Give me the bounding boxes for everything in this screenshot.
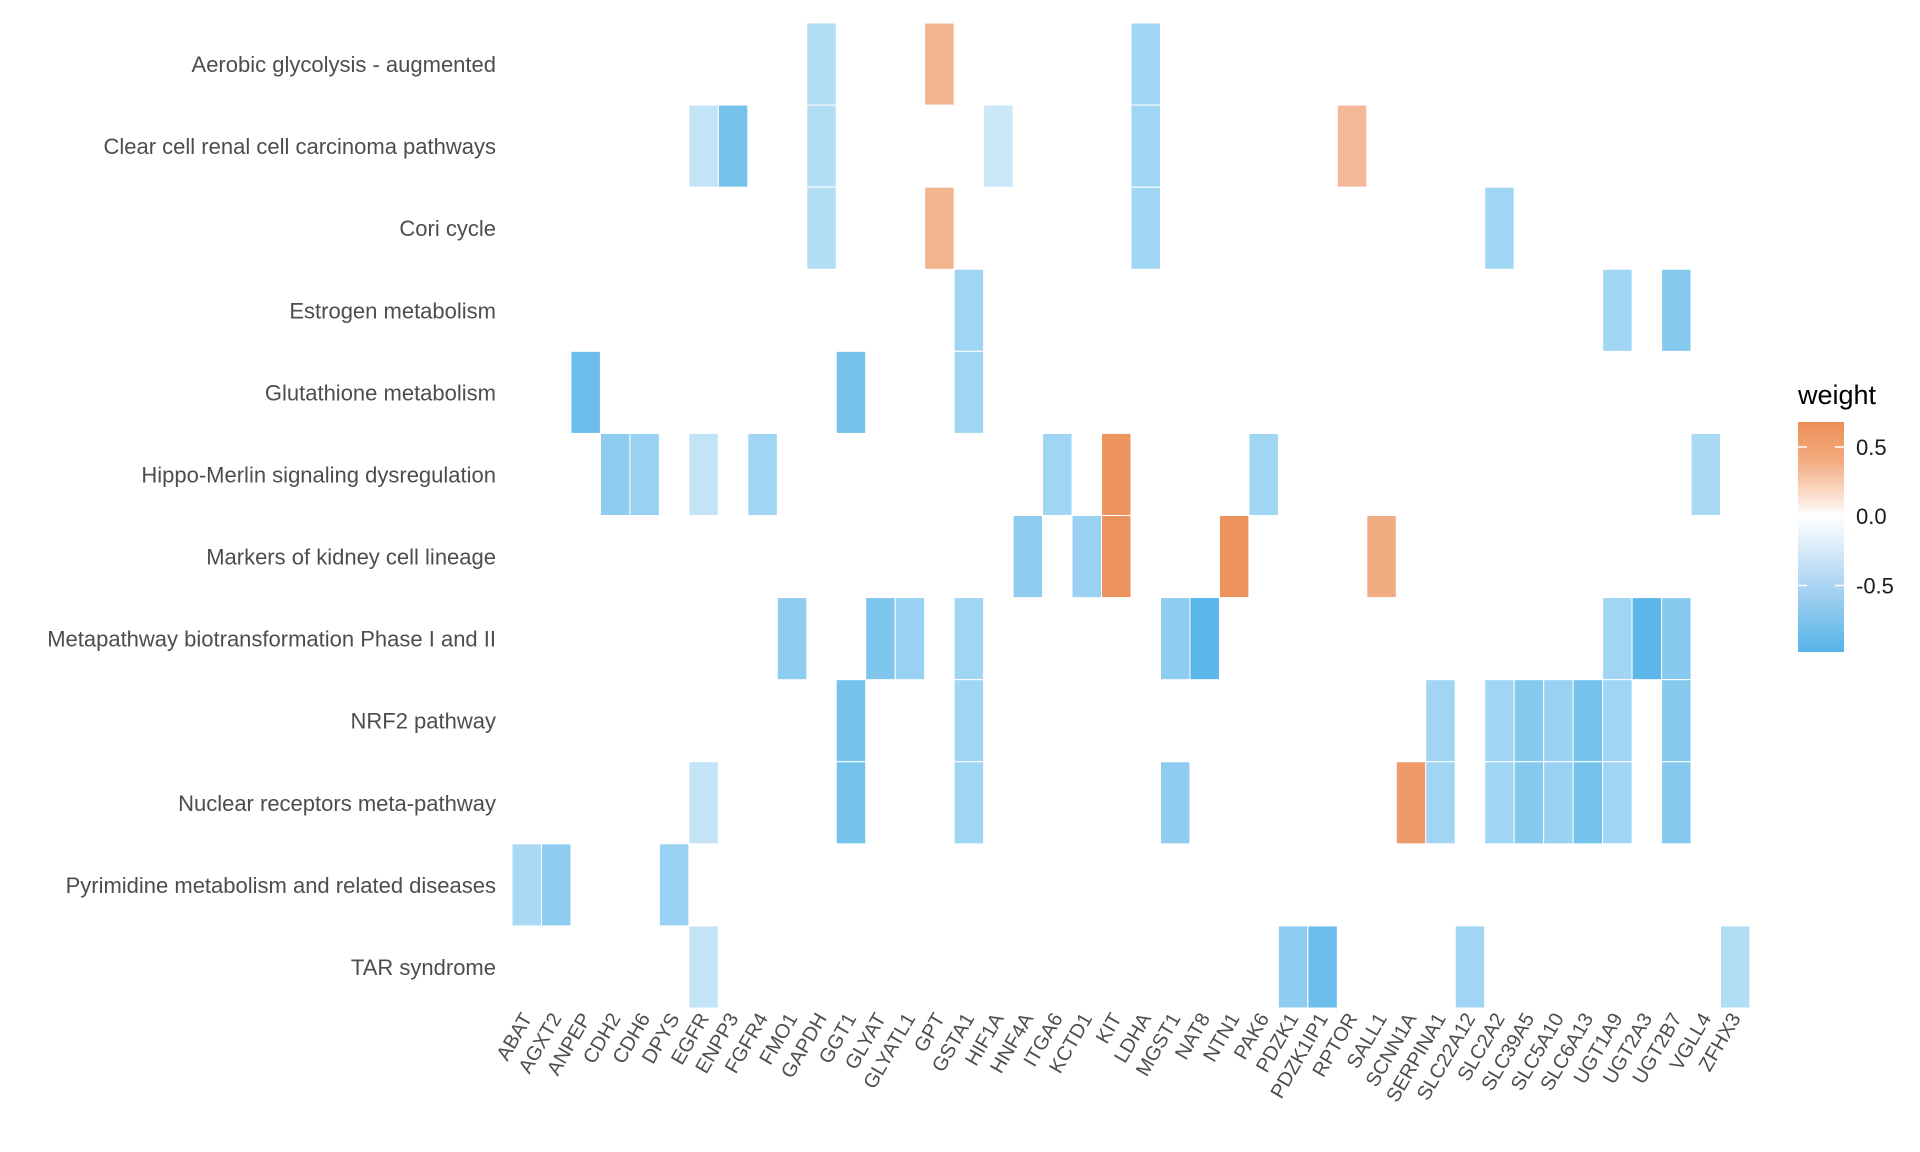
heatmap-cell	[1248, 432, 1279, 516]
y-tick-label: Markers of kidney cell lineage	[206, 545, 496, 570]
heatmap-cell	[1277, 925, 1309, 1009]
heatmap-cell	[1484, 186, 1515, 270]
legend-tick-label: -0.5	[1856, 573, 1894, 598]
heatmap-cell	[1484, 761, 1515, 845]
heatmap-cell	[1336, 104, 1368, 188]
y-tick-label: Hippo-Merlin signaling dysregulation	[141, 462, 496, 487]
y-tick-label: Nuclear receptors meta-pathway	[178, 791, 496, 816]
heatmap-cell	[570, 350, 601, 434]
heatmap-cell	[1425, 679, 1456, 763]
heatmap-cell	[1307, 925, 1338, 1009]
heatmap-cell	[1602, 268, 1633, 352]
heatmap-cell	[924, 186, 955, 270]
heatmap-cell	[835, 761, 867, 845]
heatmap-cell	[1130, 22, 1161, 106]
heatmap-cell	[1366, 515, 1397, 599]
heatmap-cell	[894, 597, 926, 681]
heatmap-cell	[953, 761, 985, 845]
heatmap-cell	[1690, 432, 1722, 516]
heatmap-cell	[629, 432, 660, 516]
heatmap-cell	[1661, 679, 1692, 763]
heatmap-cell	[953, 268, 985, 352]
heatmap-cell	[1101, 515, 1132, 599]
heatmap-cell	[806, 186, 837, 270]
heatmap-cell	[953, 679, 985, 763]
heatmap-cell	[1572, 679, 1604, 763]
heatmap-cell	[717, 104, 749, 188]
x-axis-labels: ABATAGXT2ANPEPCDH2CDH6DPYSEGFRENPP3FGFR4…	[493, 1009, 1746, 1106]
legend-colorbar	[1798, 422, 1844, 652]
heatmap-cell	[1602, 761, 1633, 845]
heatmap-cell	[1425, 761, 1456, 845]
heatmap-cell	[1395, 761, 1427, 845]
heatmap-cell	[540, 843, 572, 927]
heatmap-cell	[1513, 679, 1545, 763]
heatmap-cell	[1071, 515, 1103, 599]
y-tick-label: Pyrimidine metabolism and related diseas…	[66, 873, 496, 898]
heatmap-cell	[1631, 597, 1663, 681]
heatmap-cell	[1572, 761, 1604, 845]
y-tick-label: NRF2 pathway	[350, 709, 496, 734]
y-tick-label: Aerobic glycolysis - augmented	[192, 52, 496, 77]
heatmap-cell	[688, 104, 719, 188]
heatmap-cell	[983, 104, 1014, 188]
heatmap-cell	[1543, 761, 1574, 845]
heatmap-cell	[1543, 679, 1574, 763]
heatmap-cell	[1042, 432, 1073, 516]
heatmap-cell	[1130, 104, 1161, 188]
heatmap-cell	[1101, 432, 1132, 516]
y-tick-label: Metapathway biotransformation Phase I an…	[47, 627, 496, 652]
heatmap-cell	[1602, 679, 1633, 763]
heatmap-cell	[1159, 761, 1191, 845]
heatmap-cells	[511, 22, 1751, 1009]
heatmap-cell	[1661, 761, 1692, 845]
heatmap-cell	[1189, 597, 1220, 681]
heatmap-cell	[688, 432, 719, 516]
heatmap-cell	[835, 679, 867, 763]
heatmap-cell	[1661, 597, 1692, 681]
heatmap-cell	[1012, 515, 1044, 599]
heatmap-cell	[1454, 925, 1486, 1009]
y-axis-labels: Aerobic glycolysis - augmented Clear cell…	[47, 52, 496, 980]
y-tick-label: Clear cell renal cell carcinoma pathways	[104, 134, 497, 159]
legend-tick-label: 0.5	[1856, 435, 1887, 460]
color-legend: weight 0.5 0.0 -0.5	[1797, 380, 1894, 652]
y-tick-label: Glutathione metabolism	[265, 380, 496, 405]
heatmap-cell	[924, 22, 955, 106]
heatmap-cell	[1602, 597, 1633, 681]
heatmap-cell	[806, 104, 837, 188]
heatmap-cell	[776, 597, 808, 681]
heatmap-cell	[688, 761, 719, 845]
heatmap-cell	[835, 350, 867, 434]
heatmap-cell	[953, 597, 985, 681]
heatmap-cell	[1513, 761, 1545, 845]
heatmap-cell	[953, 350, 985, 434]
heatmap-cell	[1661, 268, 1692, 352]
heatmap-cell	[1159, 597, 1191, 681]
heatmap-cell	[599, 432, 631, 516]
heatmap-cell	[865, 597, 896, 681]
y-tick-label: TAR syndrome	[351, 955, 496, 980]
heatmap-cell	[1720, 925, 1751, 1009]
legend-tick-label: 0.0	[1856, 504, 1887, 529]
heatmap-cell	[511, 843, 542, 927]
heatmap-cell	[688, 925, 719, 1009]
heatmap-cell	[1484, 679, 1515, 763]
heatmap-cell	[1130, 186, 1161, 270]
y-tick-label: Estrogen metabolism	[289, 298, 496, 323]
heatmap-cell	[747, 432, 778, 516]
heatmap-cell	[658, 843, 690, 927]
heatmap-cell	[1218, 515, 1250, 599]
heatmap-cell	[806, 22, 837, 106]
y-tick-label: Cori cycle	[399, 216, 496, 241]
legend-title: weight	[1797, 380, 1877, 410]
